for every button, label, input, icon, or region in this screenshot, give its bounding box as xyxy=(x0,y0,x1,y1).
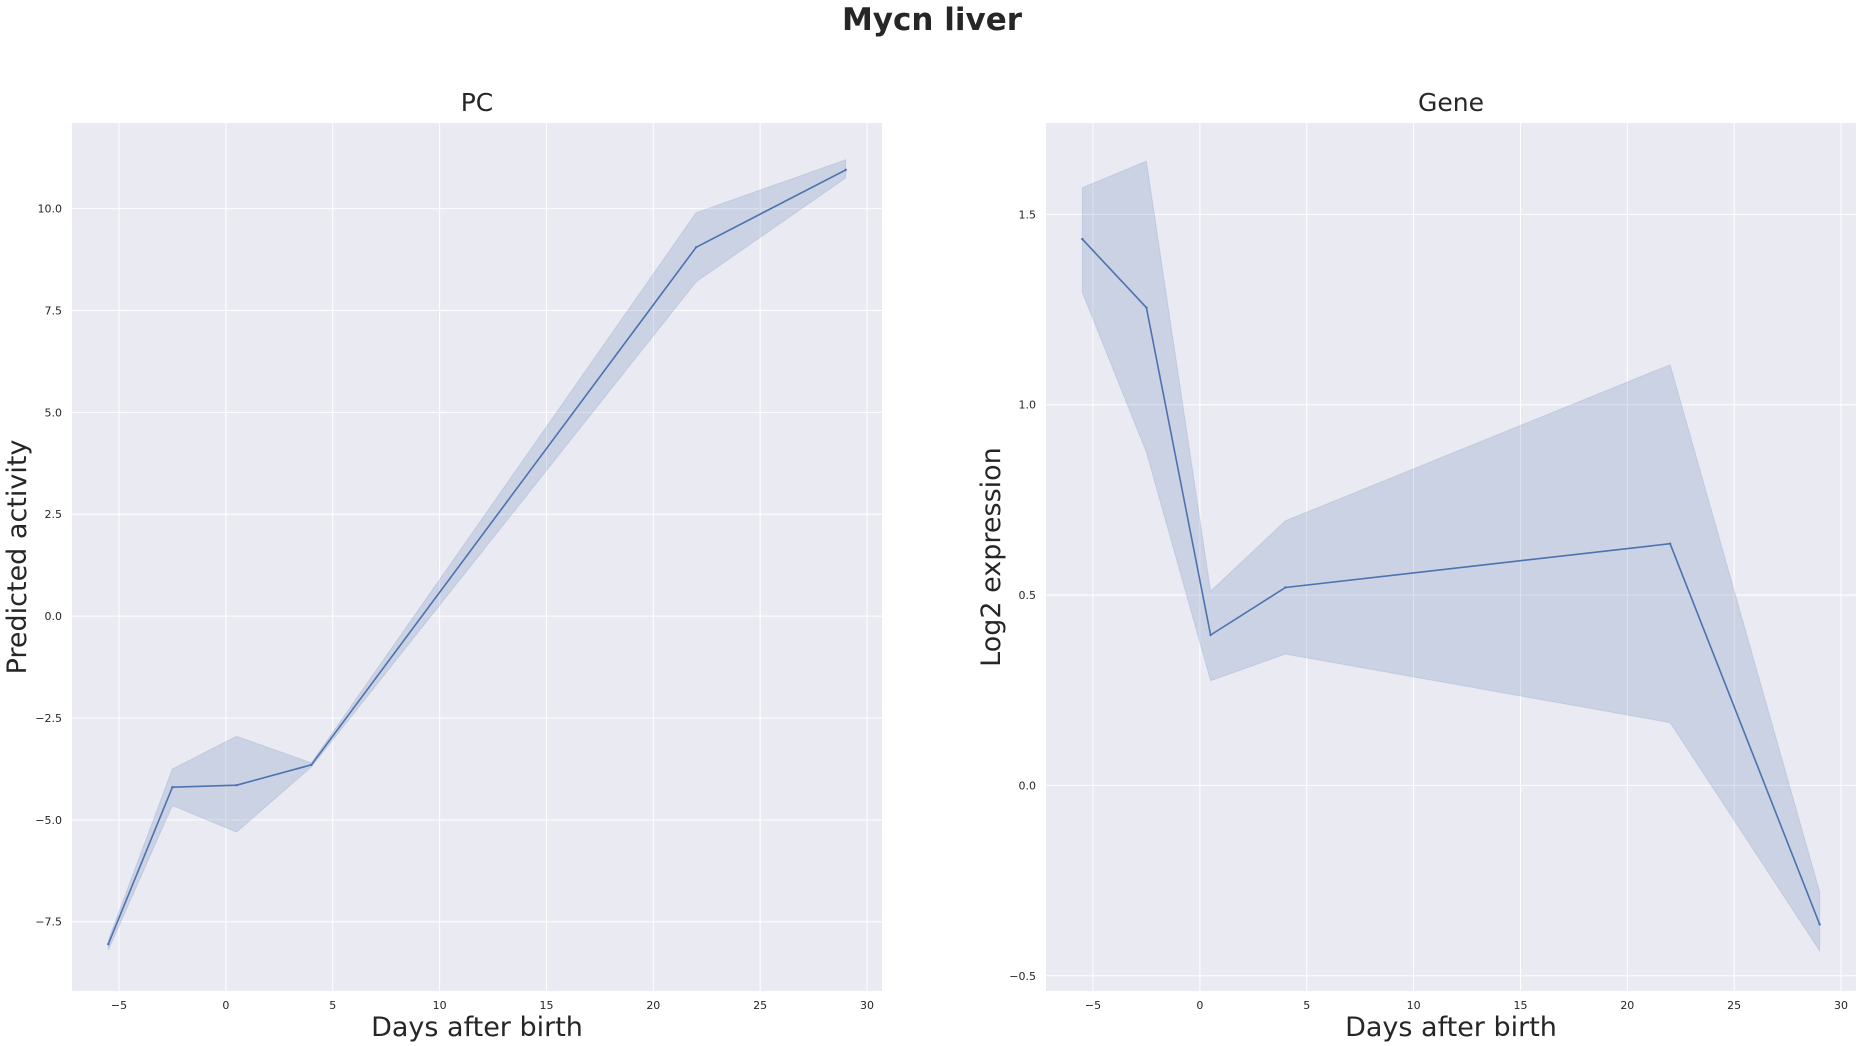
pc-x-axis-label: Days after birth xyxy=(371,1012,583,1043)
pc-x-tick-label: 10 xyxy=(433,999,447,1012)
pc-x-tick-label: 20 xyxy=(646,999,660,1012)
gene-confidence-band xyxy=(1081,160,1821,953)
pc-data-point xyxy=(107,942,110,946)
gene-x-tick-label: 30 xyxy=(1834,999,1848,1012)
gene-series-line xyxy=(1081,238,1821,925)
gene-y-tick-label: 0.0 xyxy=(1019,779,1037,792)
pc-confidence-band xyxy=(107,158,847,951)
gene-plot-area xyxy=(1046,123,1856,991)
gene-data-point xyxy=(1284,586,1287,589)
gene-y-tick-label: −0.5 xyxy=(1009,970,1036,983)
gene-data-point xyxy=(1081,237,1084,241)
pc-data-point xyxy=(844,168,847,172)
pc-y-axis-label: Predicted activity xyxy=(2,440,33,675)
pc-y-tick-label: −2.5 xyxy=(35,712,62,725)
gene-y-tick-label: 0.5 xyxy=(1019,589,1037,602)
pc-y-tick-label: 10.0 xyxy=(38,203,63,216)
pc-x-tick-label: 5 xyxy=(329,999,336,1012)
gene-x-tick-label: 10 xyxy=(1407,999,1421,1012)
pc-y-tick-label: 2.5 xyxy=(45,508,63,521)
pc-y-tick-label: 5.0 xyxy=(45,406,63,419)
pc-x-tick-label: 0 xyxy=(222,999,229,1012)
gene-y-tick-label: 1.5 xyxy=(1019,208,1037,221)
pc-panel-title: PC xyxy=(461,88,494,117)
pc-y-tick-label: 0.0 xyxy=(45,610,63,623)
gene-data-point xyxy=(1209,633,1212,637)
gene-x-tick-label: 15 xyxy=(1513,999,1527,1012)
pc-series-line xyxy=(107,169,847,945)
pc-y-tick-label: −5.0 xyxy=(35,814,62,827)
pc-data-point xyxy=(694,246,698,249)
pc-x-tick-label: 30 xyxy=(860,999,874,1012)
gene-x-tick-label: −5 xyxy=(1085,999,1101,1012)
gene-x-tick-label: 20 xyxy=(1620,999,1634,1012)
pc-x-tick-label: −5 xyxy=(111,999,127,1012)
pc-plot-area xyxy=(72,123,882,991)
figure-title: Mycn liver xyxy=(841,2,1023,38)
gene-data-point xyxy=(1668,542,1672,545)
pc-y-tick-label: −7.5 xyxy=(35,916,62,929)
pc-data-point xyxy=(171,786,174,789)
pc-y-tick-label: 7.5 xyxy=(45,304,63,317)
gene-data-point xyxy=(1818,923,1821,926)
gene-x-tick-label: 5 xyxy=(1303,999,1310,1012)
pc-x-tick-label: 25 xyxy=(753,999,767,1012)
gene-x-tick-label: 25 xyxy=(1727,999,1741,1012)
gene-y-tick-label: 1.0 xyxy=(1019,399,1037,412)
gene-y-axis-label: Log2 expression xyxy=(976,447,1007,667)
pc-x-tick-label: 15 xyxy=(539,999,553,1012)
gene-data-point xyxy=(1145,306,1148,309)
pc-data-point xyxy=(310,763,313,767)
pc-data-point xyxy=(235,784,238,787)
gene-x-axis-label: Days after birth xyxy=(1345,1012,1557,1043)
gene-x-tick-label: 0 xyxy=(1196,999,1203,1012)
gene-panel-title: Gene xyxy=(1418,88,1484,117)
